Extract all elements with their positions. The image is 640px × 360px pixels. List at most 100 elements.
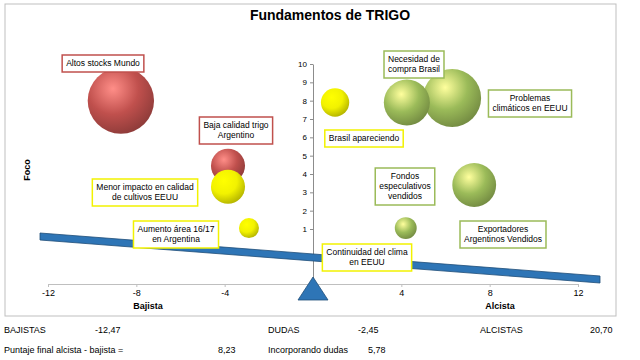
y-tick-label: 3 (303, 188, 308, 197)
label-box (488, 90, 571, 117)
label-text: Continuidad del climaen EEUU (326, 247, 408, 267)
bubble (452, 163, 496, 207)
y-tick-mark (310, 101, 313, 102)
x-tick: -8 (133, 284, 141, 298)
bubble-label: Fondosespeculativosvendidos (375, 168, 435, 205)
title: Fundamentos de TRIGO (250, 7, 410, 23)
label-box (375, 168, 435, 205)
bubble-label: Altos stocks Mundo (62, 55, 144, 72)
y-tick: 5 (303, 152, 313, 161)
label-box (384, 51, 444, 78)
y-tick: 2 (303, 207, 313, 216)
summary-value: 20,70 (590, 325, 613, 335)
y-tick: 10 (298, 60, 313, 69)
label-text: ExportadoresArgentinos Vendidos (464, 224, 542, 244)
x-tick-label: 12 (573, 288, 583, 298)
summary-value: 5,78 (368, 345, 386, 355)
x-tick-label: 4 (399, 288, 404, 298)
y-tick: 3 (303, 188, 313, 197)
summary-value: -12,47 (95, 325, 121, 335)
y-tick: 8 (303, 97, 313, 106)
summary-label: Puntaje final alcista - bajista = (4, 345, 123, 355)
y-tick-mark (310, 211, 313, 212)
label-text: Problemasclimáticos en EEUU (492, 93, 567, 113)
bubble-label: Problemasclimáticos en EEUU (488, 90, 571, 117)
x-tick-label: -4 (221, 288, 229, 298)
bubble-label: Necesidad decompra Brasil (384, 51, 444, 78)
y-tick: 6 (303, 133, 313, 142)
y-tick-label: 10 (298, 60, 307, 69)
bubble-label: Aumento área 16/17en Argentina (133, 221, 218, 248)
y-tick-label: 8 (303, 97, 308, 106)
y-tick-mark (310, 192, 313, 193)
x-tick-mark (136, 284, 137, 287)
y-tick-label: 2 (303, 207, 308, 216)
y-tick-label: 9 (303, 78, 308, 87)
label-text: Fondosespeculativosvendidos (379, 171, 431, 201)
label-text: Aumento área 16/17en Argentina (137, 224, 214, 244)
y-tick: 7 (303, 115, 313, 124)
label-text: Baja calidad trigoArgentino (203, 120, 268, 140)
y-axis-line (313, 65, 314, 285)
y-tick-label: 4 (303, 170, 308, 179)
bubble (211, 170, 245, 204)
label-text: Menor impacto en calidadde cultivos EEUU (96, 182, 194, 202)
summary-value: 8,23 (218, 345, 236, 355)
bubble-label: Continuidad del climaen EEUU (322, 244, 411, 271)
x-axis-title-right: Alcista (485, 301, 516, 311)
y-tick-mark (310, 119, 313, 120)
x-tick-label: -12 (42, 288, 55, 298)
y-tick-label: 6 (303, 133, 308, 142)
x-tick: -4 (221, 284, 229, 298)
bubble (88, 68, 154, 134)
y-tick: 4 (303, 170, 313, 179)
y-tick-label: 1 (303, 225, 308, 234)
bubble (321, 88, 349, 116)
label-box (199, 117, 272, 144)
y-tick-mark (310, 174, 313, 175)
y-tick: 9 (303, 78, 313, 87)
plot-area (88, 68, 496, 240)
summary-label: Incorporando dudas (268, 345, 349, 355)
label-box (325, 130, 403, 147)
summary-label: ALCISTAS (480, 325, 523, 335)
y-axis-title: Foco (22, 159, 32, 181)
y-tick-mark (310, 82, 313, 83)
y-axis: 1 2 3 4 5 6 7 8 9 10 (298, 60, 313, 284)
label-text: Altos stocks Mundo (66, 58, 140, 68)
label-box (92, 179, 197, 206)
bubble-label: Brasil apareciendo (325, 130, 403, 147)
y-tick-mark (310, 229, 313, 230)
chart-frame (5, 4, 616, 316)
x-tick-mark (225, 284, 226, 287)
bubble (395, 217, 417, 239)
x-tick-mark (401, 284, 402, 287)
x-axis-title-left: Bajista (133, 301, 164, 311)
summary-label: BAJISTAS (4, 325, 46, 335)
label-box (133, 221, 218, 248)
label-box (460, 221, 546, 248)
label-text: Brasil apareciendo (329, 133, 400, 143)
summary-label: DUDAS (268, 325, 300, 335)
y-tick-label: 5 (303, 152, 308, 161)
chart: Fundamentos de TRIGO-12-8-44812123456789… (0, 0, 640, 360)
y-tick-mark (310, 64, 313, 65)
bubble (239, 218, 259, 238)
x-tick-mark (48, 284, 49, 287)
x-tick: 4 (399, 284, 404, 298)
bubble-label: ExportadoresArgentinos Vendidos (460, 221, 546, 248)
y-tick-mark (310, 156, 313, 157)
x-tick: -12 (42, 284, 55, 298)
y-tick-label: 7 (303, 115, 308, 124)
bubble-label: Baja calidad trigoArgentino (199, 117, 272, 144)
y-tick: 1 (303, 225, 313, 234)
label-box (322, 244, 411, 271)
x-tick: 12 (573, 284, 583, 298)
label-text: Necesidad decompra Brasil (388, 54, 440, 74)
seesaw-plank (40, 233, 600, 283)
summary-value: -2,45 (358, 325, 379, 335)
x-tick-label: 8 (488, 288, 493, 298)
bubble-label: Menor impacto en calidadde cultivos EEUU (92, 179, 197, 206)
x-tick-label: -8 (133, 288, 141, 298)
label-box (62, 55, 144, 72)
